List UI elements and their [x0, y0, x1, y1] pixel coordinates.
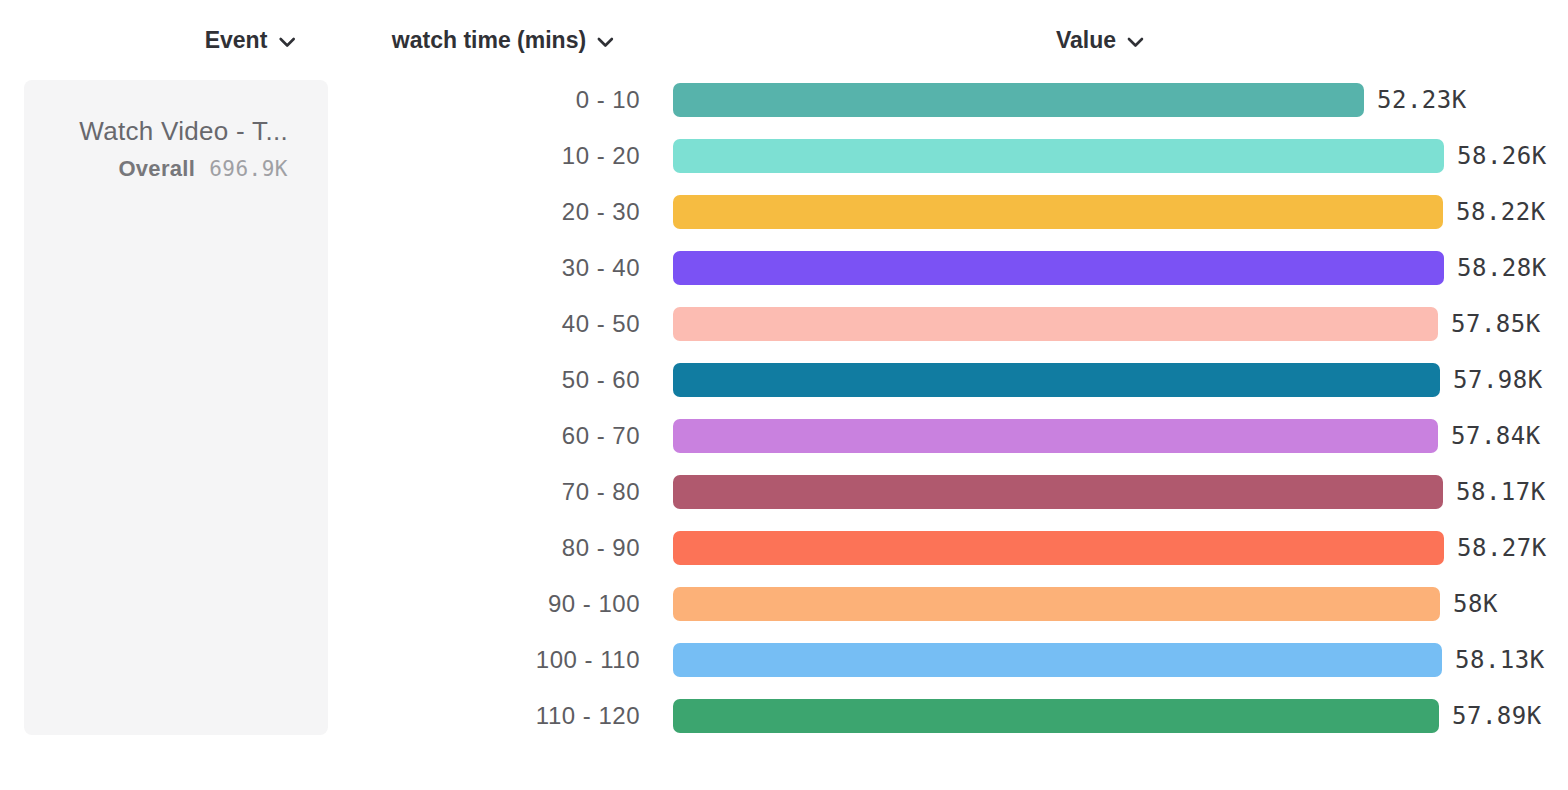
bar-value-label: 57.98K: [1453, 366, 1543, 394]
bar-segment[interactable]: [673, 363, 1440, 397]
bar-segment[interactable]: [673, 643, 1442, 677]
column-header-value-label: Value: [1056, 27, 1116, 54]
bucket-label: 90 - 100: [300, 590, 640, 618]
chart-row: 90 - 100 58K: [0, 576, 1568, 632]
chevron-down-icon: [278, 37, 295, 48]
column-header-breakdown[interactable]: watch time (mins): [392, 27, 614, 54]
bar-value-label: 58.27K: [1457, 534, 1547, 562]
bar-value-label: 52.23K: [1377, 86, 1467, 114]
bar-segment[interactable]: [673, 475, 1443, 509]
chevron-down-icon: [1127, 37, 1144, 48]
bucket-label: 110 - 120: [300, 702, 640, 730]
bar-segment[interactable]: [673, 419, 1438, 453]
bucket-label: 10 - 20: [300, 142, 640, 170]
chart-row: 80 - 90 58.27K: [0, 520, 1568, 576]
bar-value-label: 57.85K: [1451, 310, 1541, 338]
bar-value-label: 58.13K: [1455, 646, 1545, 674]
bar-segment[interactable]: [673, 139, 1444, 173]
bar-segment[interactable]: [673, 307, 1438, 341]
bar-value-label: 58.28K: [1457, 254, 1547, 282]
bucket-label: 60 - 70: [300, 422, 640, 450]
bar-value-label: 57.89K: [1452, 702, 1542, 730]
chart-row: 70 - 80 58.17K: [0, 464, 1568, 520]
bucket-label: 20 - 30: [300, 198, 640, 226]
bucket-label: 50 - 60: [300, 366, 640, 394]
bucket-label: 100 - 110: [300, 646, 640, 674]
chart-row: 60 - 70 57.84K: [0, 408, 1568, 464]
column-header-event[interactable]: Event: [205, 27, 296, 54]
bar-segment[interactable]: [673, 587, 1440, 621]
bar-value-label: 57.84K: [1451, 422, 1541, 450]
bar-segment[interactable]: [673, 195, 1443, 229]
column-header-value[interactable]: Value: [1056, 27, 1144, 54]
bar-segment[interactable]: [673, 531, 1444, 565]
chart-row: 10 - 20 58.26K: [0, 128, 1568, 184]
bar-value-label: 58.17K: [1456, 478, 1546, 506]
bucket-label: 0 - 10: [300, 86, 640, 114]
column-header-event-label: Event: [205, 27, 268, 54]
chevron-down-icon: [597, 37, 614, 48]
bar-value-label: 58K: [1453, 590, 1498, 618]
chart-row: 110 - 120 57.89K: [0, 688, 1568, 744]
insights-bar-chart-view: Event watch time (mins) Value Watch Vide…: [0, 0, 1568, 790]
bar-value-label: 58.26K: [1457, 142, 1547, 170]
bucket-label: 30 - 40: [300, 254, 640, 282]
chart-row: 0 - 10 52.23K: [0, 72, 1568, 128]
chart-row: 30 - 40 58.28K: [0, 240, 1568, 296]
bar-chart: 0 - 10 52.23K 10 - 20 58.26K 20 - 30 58.22K 30…: [0, 72, 1568, 744]
chart-row: 20 - 30 58.22K: [0, 184, 1568, 240]
chart-row: 50 - 60 57.98K: [0, 352, 1568, 408]
bucket-label: 70 - 80: [300, 478, 640, 506]
column-header-breakdown-label: watch time (mins): [392, 27, 586, 54]
chart-row: 100 - 110 58.13K: [0, 632, 1568, 688]
bucket-label: 80 - 90: [300, 534, 640, 562]
bucket-label: 40 - 50: [300, 310, 640, 338]
chart-row: 40 - 50 57.85K: [0, 296, 1568, 352]
bar-value-label: 58.22K: [1456, 198, 1546, 226]
bar-segment[interactable]: [673, 251, 1444, 285]
bar-segment[interactable]: [673, 83, 1364, 117]
bar-segment[interactable]: [673, 699, 1439, 733]
